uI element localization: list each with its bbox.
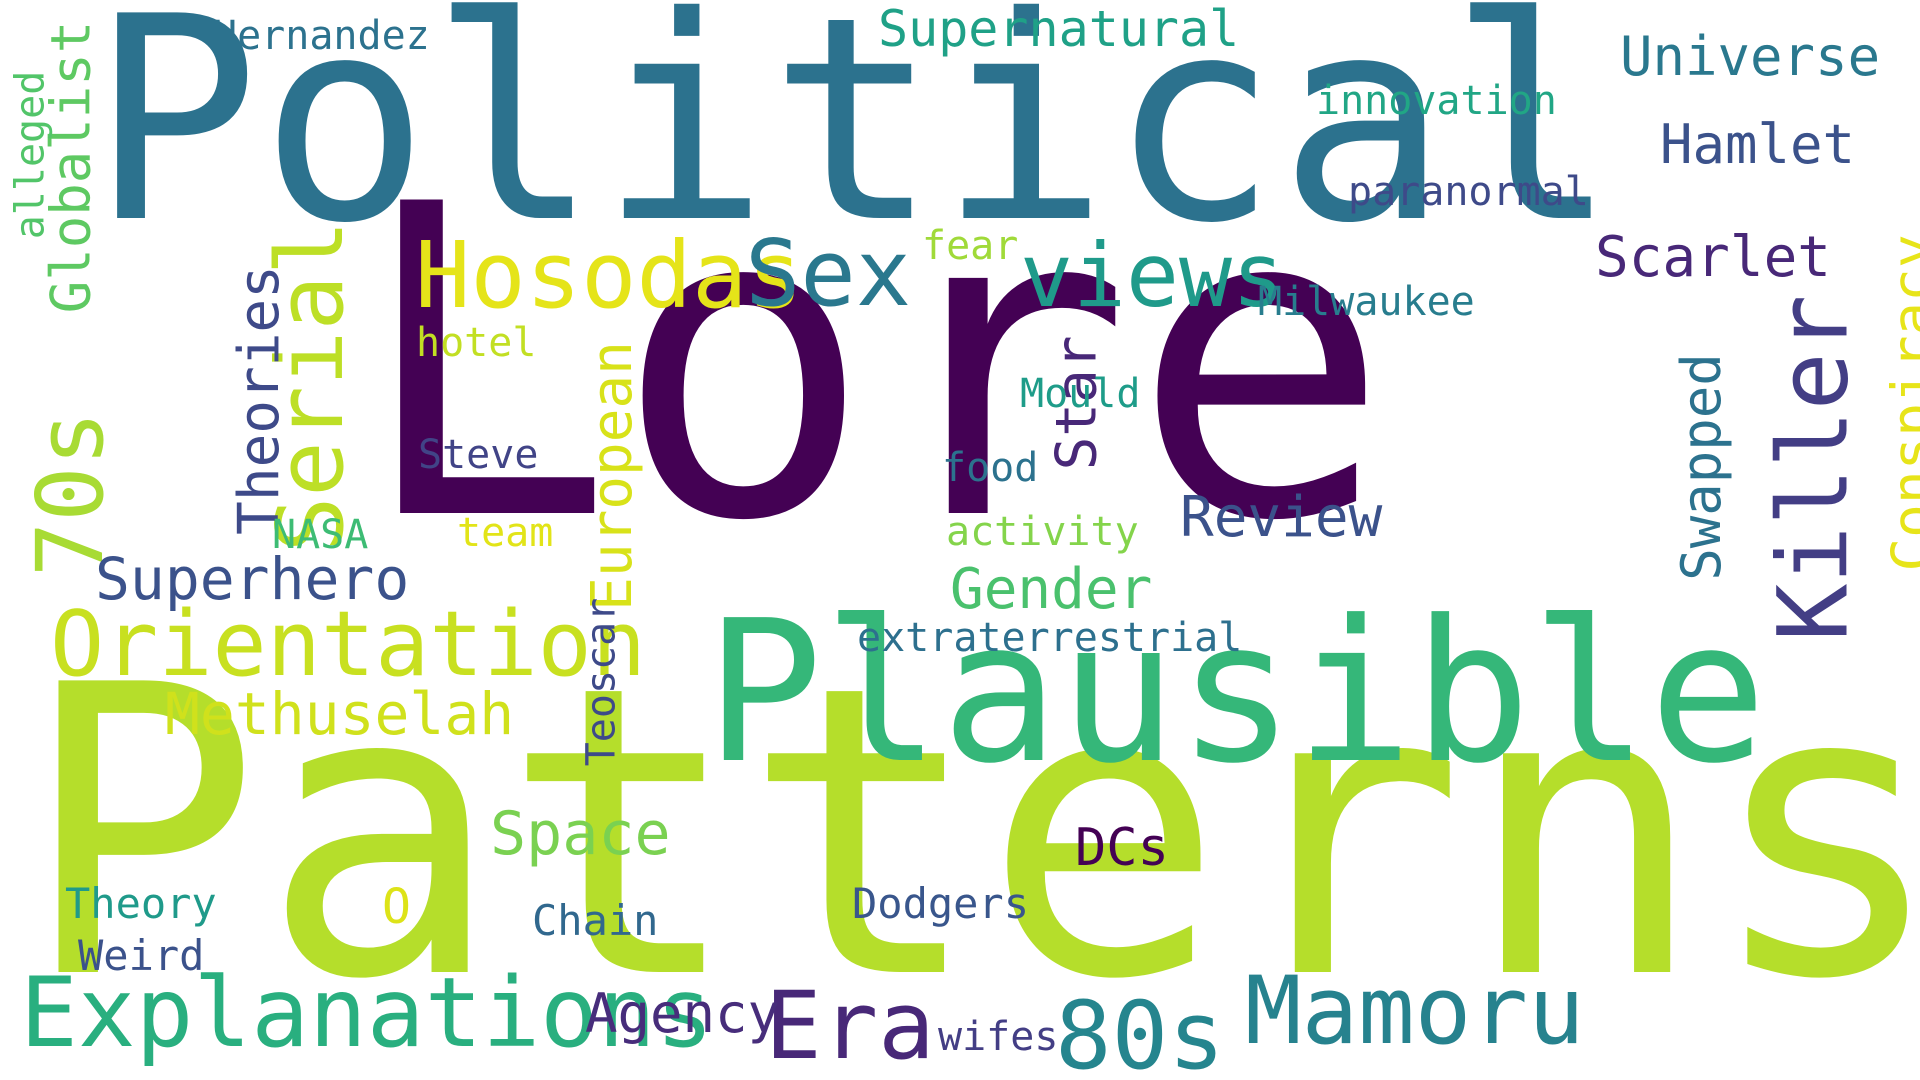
word-space: Space <box>490 799 671 869</box>
word-hamlet: Hamlet <box>1660 113 1856 176</box>
word-european: European <box>579 341 645 611</box>
word-80s: 80s <box>1055 982 1225 1080</box>
word-weird: Weird <box>78 931 205 980</box>
word-orientation: Orientation <box>50 592 647 697</box>
word-innovation: innovation <box>1316 78 1557 124</box>
word-mould: Mould <box>1020 371 1141 417</box>
word-scarlet: Scarlet <box>1595 225 1832 290</box>
word-agency: Agency <box>585 982 781 1045</box>
word-mamoru: Mamoru <box>1245 957 1585 1066</box>
word-theories: Theories <box>226 265 292 535</box>
word-alleged: alleged <box>7 70 54 240</box>
word-nasa: NASA <box>272 512 369 558</box>
word-teoscar: Teoscar <box>578 597 625 767</box>
word-methuselah: Methuselah <box>165 680 515 748</box>
word-universe: Universe <box>1620 25 1881 88</box>
word-political: Political <box>90 0 1619 285</box>
word-fear: fear <box>922 223 1019 269</box>
word-food: food <box>942 445 1039 491</box>
word-patterns: Patterns <box>20 602 1920 1067</box>
word-supernatural: Supernatural <box>878 0 1240 58</box>
word-steve: Steve <box>418 432 539 478</box>
word-views: views <box>1020 224 1285 327</box>
word-review: Review <box>1180 485 1383 550</box>
word-dcs: DCs <box>1075 818 1169 878</box>
word-hosodas: Hosodas <box>415 222 803 329</box>
word-conspiracy: Conspiracy <box>1880 234 1920 572</box>
word-chain: Chain <box>532 896 659 945</box>
word-paranormal: paranormal <box>1348 169 1589 215</box>
word-swapped: Swapped <box>1669 353 1733 581</box>
word-superhero: Superhero <box>95 545 410 613</box>
word-gender: Gender <box>950 557 1153 622</box>
word-explanations: Explanations <box>20 957 714 1069</box>
word-plausible: Plausible <box>705 579 1768 807</box>
word-era: Era <box>765 972 935 1080</box>
word-killer: Killer <box>1757 294 1870 642</box>
word-dodgers: Dodgers <box>852 879 1030 928</box>
word-milwaukee: Milwaukee <box>1258 279 1475 325</box>
word-activity: activity <box>946 509 1139 555</box>
word-team: team <box>457 510 554 556</box>
word-sex: Sex <box>745 220 912 327</box>
word-extraterrestrial: extraterrestrial <box>857 615 1243 661</box>
word-o: O <box>382 879 411 935</box>
word-wifes: wifes <box>938 1014 1059 1060</box>
word-hernandez: Hernandez <box>213 13 430 59</box>
word-theory: Theory <box>65 879 217 928</box>
word-lore: Lore <box>355 115 1391 615</box>
word-hotel: hotel <box>416 320 537 366</box>
